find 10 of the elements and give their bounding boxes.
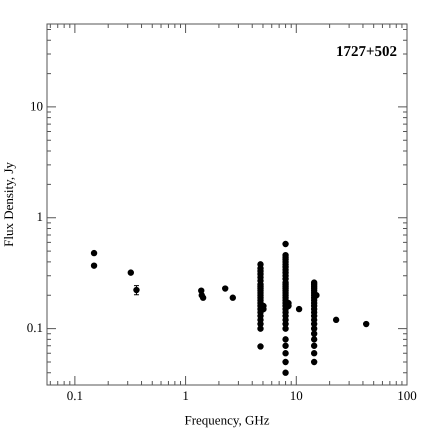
y-tick-label: 0.1 <box>26 320 43 336</box>
x-tick-label: 100 <box>397 388 417 404</box>
x-axis-title: Frequency, GHz <box>184 412 270 428</box>
x-tick-label: 1 <box>182 388 189 404</box>
y-tick-label: 10 <box>30 98 43 114</box>
annotation: 1727+502 <box>336 44 397 60</box>
x-tick-label: 10 <box>290 388 303 404</box>
x-tick-label: 0.1 <box>66 388 83 404</box>
y-tick-label: 1 <box>36 209 43 224</box>
y-axis-title: Flux Density, Jy <box>1 162 16 247</box>
